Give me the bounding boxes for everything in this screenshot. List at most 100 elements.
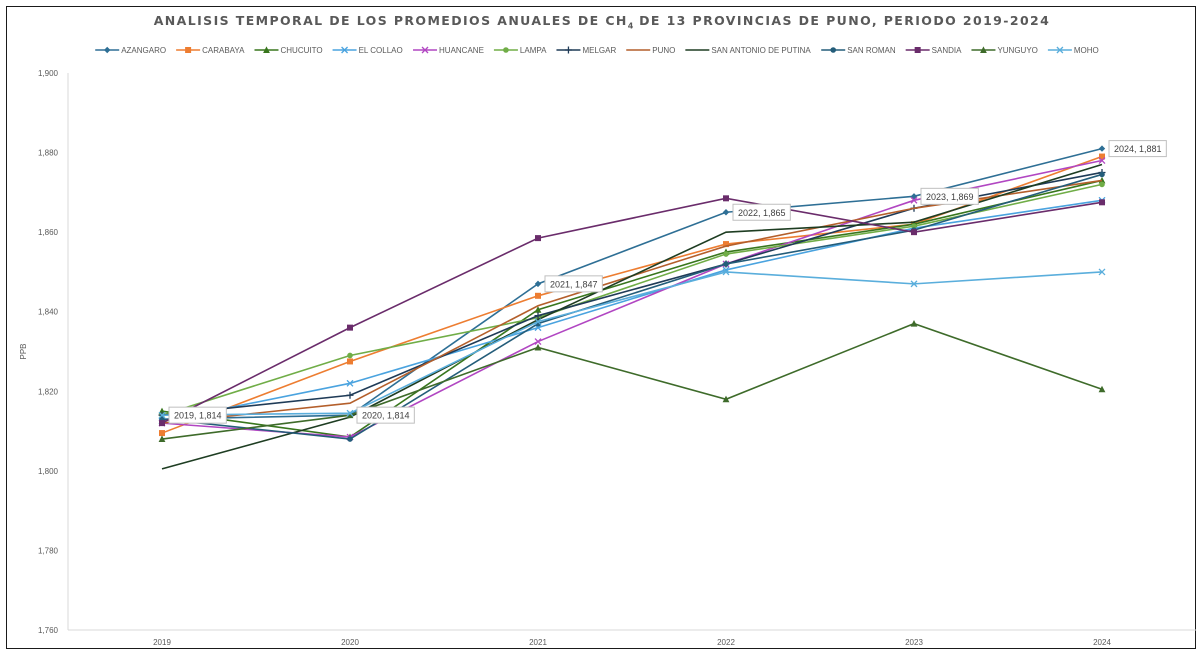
data-point-san-roman bbox=[1099, 171, 1105, 178]
y-tick-label: 1,800 bbox=[38, 467, 59, 476]
callout-box bbox=[544, 275, 603, 293]
series-line-yunguyo bbox=[161, 322, 1103, 440]
data-point-azangaro bbox=[1098, 145, 1106, 152]
legend-marker-el-collao bbox=[341, 46, 349, 54]
data-point-yunguyo bbox=[722, 395, 730, 403]
data-point-melgar bbox=[534, 312, 542, 320]
legend-label-moho: MOHO bbox=[1074, 46, 1099, 55]
series-line-chucuito bbox=[161, 179, 1103, 438]
y-tick-label: 1,900 bbox=[38, 69, 59, 78]
legend-marker-melgar bbox=[564, 46, 572, 54]
series-line-sandia bbox=[161, 197, 1103, 424]
y-tick-label: 1,780 bbox=[38, 546, 59, 555]
legend-label-lampa: LAMPA bbox=[520, 46, 547, 55]
data-point-sandia bbox=[347, 324, 353, 331]
legend-label-puno: PUNO bbox=[652, 46, 675, 55]
callout-label: 2019, 1,814 bbox=[174, 411, 222, 421]
data-point-yunguyo bbox=[346, 411, 354, 419]
data-point-moho bbox=[910, 280, 918, 288]
data-point-chucuito bbox=[1098, 176, 1106, 184]
legend-marker-lampa bbox=[503, 47, 509, 53]
callout-label: 2021, 1,847 bbox=[550, 279, 598, 289]
legend-label-huancane: HUANCANE bbox=[439, 46, 484, 55]
data-point-azangaro bbox=[722, 209, 730, 216]
data-point-san-roman bbox=[347, 436, 353, 442]
data-point-sandia bbox=[535, 235, 541, 242]
legend-label-san-antonio-de-putina: SAN ANTONIO DE PUTINA bbox=[711, 46, 811, 55]
data-point-lampa bbox=[723, 251, 729, 257]
legend-marker-moho bbox=[1056, 46, 1064, 54]
data-point-sandia bbox=[723, 195, 729, 202]
data-point-yunguyo bbox=[534, 343, 542, 351]
callout-box bbox=[920, 187, 979, 205]
data-point-huancane bbox=[534, 338, 542, 346]
data-point-carabaya bbox=[535, 292, 541, 299]
series-line-san-roman bbox=[161, 173, 1103, 440]
data-point-moho bbox=[534, 318, 542, 326]
chart-title-subscript: 4 bbox=[627, 21, 634, 31]
x-tick-label: 2022 bbox=[717, 638, 735, 647]
data-point-sandia bbox=[1099, 199, 1105, 206]
legend-marker-sandia bbox=[914, 47, 921, 53]
callout-label: 2024, 1,881 bbox=[1114, 144, 1162, 154]
data-point-moho bbox=[1098, 268, 1106, 276]
series-line-san-antonio-de-putina bbox=[161, 163, 1103, 470]
callout-box bbox=[356, 406, 415, 424]
y-axis-label: PPB bbox=[19, 343, 28, 359]
legend-label-yunguyo: YUNGUYO bbox=[997, 46, 1037, 55]
data-point-huancane bbox=[1098, 157, 1106, 164]
data-point-carabaya bbox=[1099, 153, 1105, 160]
data-point-el-collao bbox=[346, 379, 354, 387]
data-point-yunguyo bbox=[910, 320, 918, 327]
legend-label-chucuito: CHUCUITO bbox=[280, 46, 322, 55]
series-line-moho bbox=[161, 271, 1103, 416]
legend-marker-carabaya bbox=[185, 47, 192, 53]
callout-box bbox=[168, 406, 227, 424]
data-point-lampa bbox=[1099, 181, 1105, 188]
callout-label: 2022, 1,865 bbox=[738, 208, 786, 218]
data-point-huancane bbox=[910, 196, 918, 204]
data-point-yunguyo bbox=[1098, 385, 1106, 393]
data-point-moho bbox=[158, 411, 166, 419]
x-tick-label: 2021 bbox=[529, 638, 547, 647]
callout-label: 2020, 1,814 bbox=[362, 411, 410, 421]
chart-title-tail: DE 13 PROVINCIAS DE PUNO, PERIODO 2019-2… bbox=[633, 13, 1051, 28]
legend-label-melgar: MELGAR bbox=[582, 46, 616, 55]
data-point-azangaro bbox=[534, 280, 542, 288]
chart-title: ANALISIS TEMPORAL DE LOS PROMEDIOS ANUAL… bbox=[7, 13, 1197, 31]
legend-marker-azangaro bbox=[104, 46, 111, 54]
legend-marker-san-roman bbox=[830, 47, 837, 53]
data-point-yunguyo bbox=[158, 435, 166, 443]
data-point-sandia bbox=[159, 420, 165, 427]
legend-marker-chucuito bbox=[263, 46, 270, 53]
y-tick-label: 1,840 bbox=[38, 308, 59, 317]
y-tick-label: 1,880 bbox=[38, 149, 59, 158]
callout-label: 2023, 1,869 bbox=[926, 192, 974, 202]
legend-marker-huancane bbox=[421, 46, 429, 54]
series-line-lampa bbox=[161, 183, 1103, 416]
y-tick-label: 1,760 bbox=[38, 626, 59, 635]
data-point-carabaya bbox=[723, 241, 729, 248]
x-tick-label: 2020 bbox=[341, 638, 359, 647]
legend-label-el-collao: EL COLLAO bbox=[359, 46, 403, 55]
data-point-carabaya bbox=[159, 430, 165, 437]
data-point-chucuito bbox=[534, 306, 542, 313]
legend-label-azangaro: AZANGARO bbox=[121, 46, 166, 55]
data-point-sandia bbox=[911, 229, 917, 236]
y-tick-label: 1,820 bbox=[38, 387, 59, 396]
callout-box bbox=[732, 203, 791, 221]
data-point-lampa bbox=[347, 352, 353, 359]
data-point-carabaya bbox=[347, 358, 353, 365]
chart-frame: ANALISIS TEMPORAL DE LOS PROMEDIOS ANUAL… bbox=[6, 6, 1196, 649]
legend-marker-yunguyo bbox=[980, 46, 987, 53]
x-tick-label: 2019 bbox=[153, 638, 171, 647]
data-point-chucuito bbox=[158, 407, 166, 415]
data-point-moho bbox=[722, 268, 730, 276]
callout-box bbox=[1108, 140, 1167, 158]
series-line-el-collao bbox=[161, 199, 1103, 422]
data-point-san-roman bbox=[723, 261, 729, 267]
legend-label-san-roman: SAN ROMAN bbox=[847, 46, 896, 55]
x-tick-label: 2023 bbox=[905, 638, 923, 647]
legend-label-carabaya: CARABAYA bbox=[202, 46, 245, 55]
